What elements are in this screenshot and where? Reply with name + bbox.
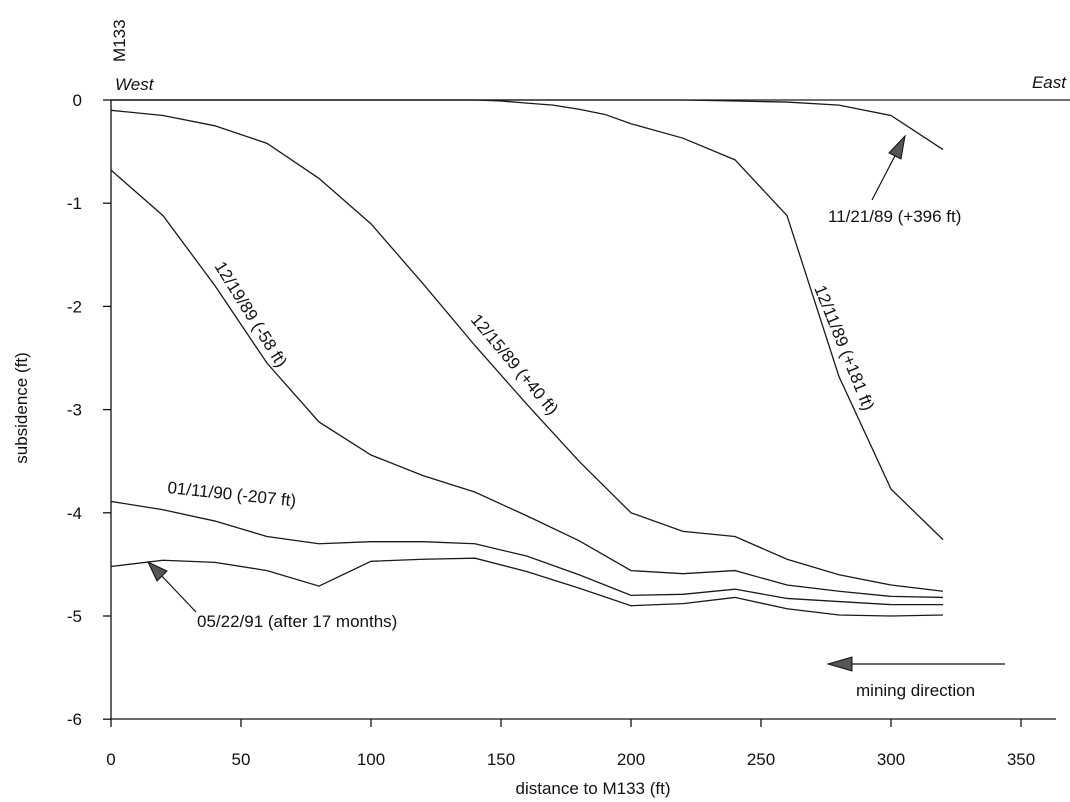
arrow-11-21-89	[871, 134, 906, 201]
series-line-0	[111, 99, 944, 151]
series-line-3	[110, 169, 944, 599]
y-tick-label: -6	[67, 710, 82, 729]
y-tick-label: -4	[67, 504, 82, 523]
label-01-11-90: 01/11/90 (-207 ft)	[167, 478, 297, 510]
west-label: West	[115, 75, 155, 94]
mining-direction-label: mining direction	[856, 681, 975, 700]
x-tick-label: 250	[747, 750, 775, 769]
y-tick-label: -3	[67, 401, 82, 420]
y-tick-label: 0	[73, 91, 82, 110]
mining-direction-arrow	[826, 656, 1005, 672]
series-line-4	[110, 500, 943, 606]
x-tick-label: 350	[1007, 750, 1035, 769]
series-group	[110, 99, 1070, 617]
x-tick-label: 100	[357, 750, 385, 769]
x-tick-label: 200	[617, 750, 645, 769]
y-tick-label: -1	[67, 194, 82, 213]
x-tick-label: 150	[487, 750, 515, 769]
tick-group: 0 50 100 150 200 250 300 350 0 -1 -2 -3 -4 -5 -6	[67, 91, 1035, 769]
label-11-21-89: 11/21/89 (+396 ft)	[828, 207, 961, 226]
y-tick-label: -2	[67, 297, 82, 316]
station-label: M133	[110, 19, 129, 62]
x-axis-title: distance to M133 (ft)	[516, 779, 671, 798]
y-tick-label: -5	[67, 607, 82, 626]
east-label: East	[1032, 73, 1067, 92]
label-12-19-89: 12/19/89 (-58 ft)	[211, 258, 291, 371]
x-tick-label: 300	[877, 750, 905, 769]
x-tick-label: 0	[106, 750, 115, 769]
series-line-5	[110, 557, 944, 617]
arrow-05-22-91	[146, 560, 197, 613]
label-12-11-89: 12/11/89 (+181 ft)	[810, 282, 878, 413]
y-axis-title: subsidence (ft)	[12, 352, 31, 464]
x-tick-label: 50	[232, 750, 251, 769]
series-line-2	[111, 99, 944, 541]
series-line-1	[110, 109, 944, 592]
label-12-15-89: 12/15/89 (+40 ft)	[467, 310, 562, 418]
label-05-22-91: 05/22/91 (after 17 months)	[197, 612, 397, 631]
